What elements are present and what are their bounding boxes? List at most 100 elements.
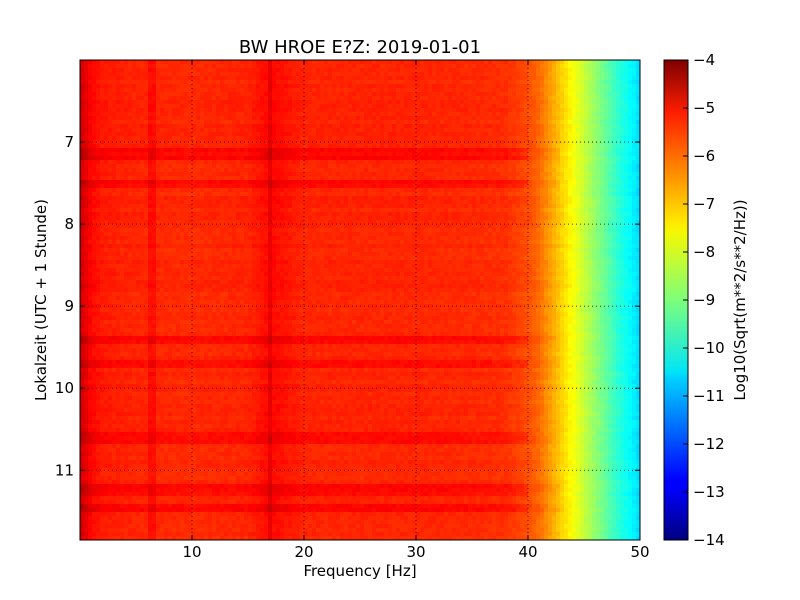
heatmap-cell — [272, 108, 277, 113]
heatmap-cell — [532, 92, 537, 97]
heatmap-cell — [164, 164, 169, 169]
heatmap-cell — [96, 116, 101, 121]
heatmap-cell — [284, 132, 289, 137]
heatmap-cell — [480, 192, 485, 197]
heatmap-cell — [280, 108, 285, 113]
heatmap-cell — [524, 144, 529, 149]
heatmap-cell — [604, 140, 609, 145]
heatmap-cell — [192, 132, 197, 137]
heatmap-cell — [516, 68, 521, 73]
heatmap-cell — [244, 180, 249, 185]
heatmap-cell — [316, 68, 321, 73]
heatmap-cell — [276, 120, 281, 125]
heatmap-cell — [556, 128, 561, 133]
heatmap-cell — [304, 104, 309, 109]
heatmap-cell — [224, 80, 229, 85]
heatmap-cell — [260, 172, 265, 177]
heatmap-cell — [256, 132, 261, 137]
heatmap-cell — [348, 116, 353, 121]
heatmap-cell — [596, 132, 601, 137]
heatmap-cell — [520, 160, 525, 165]
heatmap-cell — [624, 124, 629, 129]
heatmap-cell — [456, 72, 461, 77]
heatmap-cell — [460, 156, 465, 161]
heatmap-cell — [548, 76, 553, 81]
heatmap-cell — [228, 172, 233, 177]
heatmap-cell — [616, 136, 621, 141]
heatmap-cell — [360, 104, 365, 109]
heatmap-cell — [440, 192, 445, 197]
heatmap-cell — [152, 68, 157, 73]
heatmap-cell — [304, 156, 309, 161]
heatmap-cell — [256, 116, 261, 121]
heatmap-cell — [416, 84, 421, 89]
heatmap-cell — [192, 192, 197, 197]
heatmap-cell — [356, 176, 361, 181]
heatmap-cell — [204, 184, 209, 189]
heatmap-cell — [600, 156, 605, 161]
heatmap-cell — [96, 104, 101, 109]
heatmap-cell — [256, 96, 261, 101]
heatmap-cell — [588, 112, 593, 117]
heatmap-cell — [336, 104, 341, 109]
heatmap-cell — [416, 184, 421, 189]
heatmap-cell — [188, 124, 193, 129]
heatmap-cell — [216, 148, 221, 153]
heatmap-cell — [616, 168, 621, 173]
heatmap-cell — [304, 72, 309, 77]
heatmap-cell — [564, 172, 569, 177]
heatmap-cell — [544, 144, 549, 149]
heatmap-cell — [244, 172, 249, 177]
heatmap-cell — [364, 168, 369, 173]
heatmap-cell — [460, 96, 465, 101]
heatmap-cell — [200, 176, 205, 181]
heatmap-cell — [276, 164, 281, 169]
heatmap-cell — [408, 96, 413, 101]
heatmap-cell — [220, 116, 225, 121]
heatmap-cell — [448, 108, 453, 113]
heatmap-cell — [548, 156, 553, 161]
heatmap-cell — [136, 112, 141, 117]
heatmap-cell — [448, 164, 453, 169]
heatmap-cell — [348, 80, 353, 85]
heatmap-cell — [240, 80, 245, 85]
heatmap-cell — [260, 116, 265, 121]
heatmap-cell — [596, 144, 601, 149]
heatmap-cell — [176, 172, 181, 177]
heatmap-cell — [456, 128, 461, 133]
heatmap-cell — [524, 60, 529, 65]
heatmap-cell — [460, 144, 465, 149]
heatmap-cell — [156, 164, 161, 169]
heatmap-cell — [532, 116, 537, 121]
heatmap-cell — [428, 192, 433, 197]
heatmap-cell — [472, 192, 477, 197]
heatmap-cell — [516, 112, 521, 117]
heatmap-cell — [116, 168, 121, 173]
heatmap-cell — [460, 168, 465, 173]
heatmap-cell — [180, 96, 185, 101]
heatmap-cell — [208, 80, 213, 85]
heatmap-cell — [236, 64, 241, 69]
heatmap-cell — [204, 164, 209, 169]
heatmap-cell — [492, 72, 497, 77]
heatmap-cell — [136, 176, 141, 181]
heatmap-cell — [388, 192, 393, 197]
heatmap-cell — [476, 60, 481, 65]
heatmap-cell — [216, 192, 221, 197]
heatmap-cell — [396, 168, 401, 173]
heatmap-cell — [188, 76, 193, 81]
heatmap-cell — [252, 112, 257, 117]
heatmap-cell — [112, 196, 117, 201]
heatmap-cell — [240, 148, 245, 153]
heatmap-cell — [180, 152, 185, 157]
heatmap-cell — [328, 72, 333, 77]
heatmap-cell — [504, 84, 509, 89]
heatmap-cell — [376, 184, 381, 189]
heatmap-cell — [280, 92, 285, 97]
heatmap-cell — [200, 96, 205, 101]
heatmap-cell — [144, 104, 149, 109]
heatmap-cell — [488, 144, 493, 149]
heatmap-cell — [88, 76, 93, 81]
heatmap-cell — [252, 180, 257, 185]
heatmap-cell — [320, 120, 325, 125]
